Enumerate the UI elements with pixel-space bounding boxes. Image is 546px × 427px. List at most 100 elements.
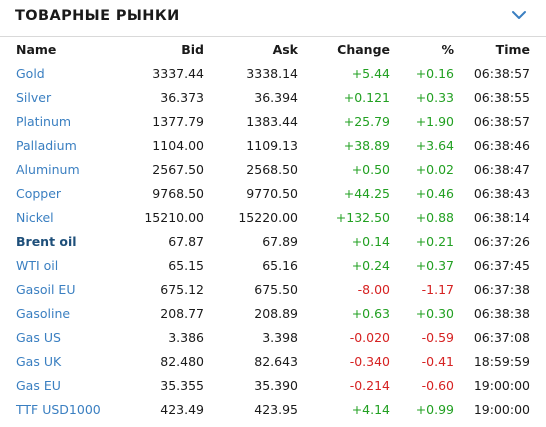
time-value: 06:37:38: [473, 282, 530, 297]
ask-value: 3.398: [262, 330, 298, 345]
ask-value: 67.89: [262, 234, 298, 249]
instrument-cell: Gas US: [0, 326, 118, 350]
table-row: Aluminum 2567.50 2568.50 +0.50 +0.02 06:38:47: [0, 158, 546, 182]
instrument-link[interactable]: Gasoline: [16, 306, 71, 321]
change-value: +0.50: [351, 162, 390, 177]
column-header-name[interactable]: Name: [16, 42, 57, 57]
percent-change-value: -1.17: [421, 282, 454, 297]
table-row: Gasoil EU 675.12 675.50 -8.00 -1.17 06:37:38: [0, 278, 546, 302]
ask-value: 35.390: [254, 378, 298, 393]
column-header-ask[interactable]: Ask: [272, 42, 298, 57]
instrument-cell: Nickel: [0, 206, 118, 230]
instrument-link[interactable]: Gold: [16, 66, 45, 81]
bid-value: 35.355: [160, 378, 204, 393]
change-value: -0.020: [349, 330, 390, 345]
time-value: 06:38:57: [473, 114, 530, 129]
time-value: 06:38:43: [473, 186, 530, 201]
instrument-link[interactable]: Brent oil: [16, 234, 77, 249]
chevron-down-icon[interactable]: [511, 9, 527, 21]
time-value: 19:00:00: [473, 402, 530, 417]
instrument-cell: Platinum: [0, 110, 118, 134]
percent-change-value: +1.90: [415, 114, 454, 129]
change-value: +0.121: [343, 90, 390, 105]
table-row: Palladium 1104.00 1109.13 +38.89 +3.64 06:38:…: [0, 134, 546, 158]
table-row: Nickel 15210.00 15220.00 +132.50 +0.88 06:38:…: [0, 206, 546, 230]
time-value: 06:38:55: [473, 90, 530, 105]
widget-title: ТОВАРНЫЕ РЫНКИ: [15, 8, 180, 24]
instrument-cell: Aluminum: [0, 158, 118, 182]
column-header-time[interactable]: Time: [495, 42, 530, 57]
percent-change-value: +0.16: [415, 66, 454, 81]
instrument-cell: Gasoil EU: [0, 278, 118, 302]
column-header-change[interactable]: Change: [337, 42, 390, 57]
ask-value: 82.643: [254, 354, 298, 369]
time-value: 06:38:57: [473, 66, 530, 81]
table-row: Gas UK 82.480 82.643 -0.340 -0.41 18:59:59: [0, 350, 546, 374]
table-row: Gasoline 208.77 208.89 +0.63 +0.30 06:38:38: [0, 302, 546, 326]
percent-change-value: +0.21: [415, 234, 454, 249]
instrument-link[interactable]: TTF USD1000: [16, 402, 101, 417]
widget-header: ТОВАРНЫЕ РЫНКИ: [0, 0, 546, 34]
ask-value: 65.16: [262, 258, 298, 273]
instrument-link[interactable]: Platinum: [16, 114, 72, 129]
instrument-cell: Silver: [0, 86, 118, 110]
instrument-cell: Palladium: [0, 134, 118, 158]
change-value: +132.50: [335, 210, 390, 225]
percent-change-value: -0.60: [421, 378, 454, 393]
instrument-cell: Gas UK: [0, 350, 118, 374]
time-value: 06:37:08: [473, 330, 530, 345]
instrument-link[interactable]: Palladium: [16, 138, 77, 153]
instrument-link[interactable]: Gas US: [16, 330, 61, 345]
time-value: 18:59:59: [473, 354, 530, 369]
time-value: 06:38:47: [473, 162, 530, 177]
instrument-link[interactable]: Gasoil EU: [16, 282, 76, 297]
instrument-link[interactable]: Copper: [16, 186, 62, 201]
instrument-cell: Copper: [0, 182, 118, 206]
bid-value: 675.12: [160, 282, 204, 297]
bid-value: 1377.79: [152, 114, 204, 129]
bid-value: 1104.00: [152, 138, 204, 153]
table-row: WTI oil 65.15 65.16 +0.24 +0.37 06:37:45: [0, 254, 546, 278]
bid-value: 3337.44: [152, 66, 204, 81]
time-value: 06:37:45: [473, 258, 530, 273]
instrument-link[interactable]: Gas EU: [16, 378, 61, 393]
instrument-link[interactable]: Gas UK: [16, 354, 62, 369]
instrument-link[interactable]: Nickel: [16, 210, 54, 225]
percent-change-value: +0.33: [415, 90, 454, 105]
percent-change-value: -0.41: [421, 354, 454, 369]
ask-value: 423.95: [254, 402, 298, 417]
change-value: +0.24: [351, 258, 390, 273]
time-value: 06:38:38: [473, 306, 530, 321]
bid-value: 9768.50: [152, 186, 204, 201]
instrument-cell: TTF USD1000: [0, 398, 118, 422]
ask-value: 36.394: [254, 90, 298, 105]
table-row: Gas EU 35.355 35.390 -0.214 -0.60 19:00:00: [0, 374, 546, 398]
time-value: 06:38:14: [473, 210, 530, 225]
ask-value: 2568.50: [246, 162, 298, 177]
header-divider: [0, 36, 546, 37]
instrument-cell: Brent oil: [0, 230, 118, 254]
change-value: -0.214: [349, 378, 390, 393]
instrument-cell: Gasoline: [0, 302, 118, 326]
table-header-row: Name Bid Ask Change % Time: [0, 38, 546, 62]
percent-change-value: +0.99: [415, 402, 454, 417]
percent-change-value: +0.02: [415, 162, 454, 177]
time-value: 06:38:46: [473, 138, 530, 153]
instrument-cell: WTI oil: [0, 254, 118, 278]
table-row: Gold 3337.44 3338.14 +5.44 +0.16 06:38:57: [0, 62, 546, 86]
bid-value: 3.386: [168, 330, 204, 345]
instrument-link[interactable]: Aluminum: [16, 162, 80, 177]
percent-change-value: +0.37: [415, 258, 454, 273]
column-header-bid[interactable]: Bid: [181, 42, 204, 57]
column-header-percent[interactable]: %: [441, 42, 454, 57]
instrument-link[interactable]: WTI oil: [16, 258, 59, 273]
change-value: -0.340: [349, 354, 390, 369]
bid-value: 65.15: [168, 258, 204, 273]
instrument-cell: Gas EU: [0, 374, 118, 398]
bid-value: 423.49: [160, 402, 204, 417]
bid-value: 208.77: [160, 306, 204, 321]
instrument-link[interactable]: Silver: [16, 90, 52, 105]
bid-value: 67.87: [168, 234, 204, 249]
ask-value: 9770.50: [246, 186, 298, 201]
ask-value: 3338.14: [246, 66, 298, 81]
